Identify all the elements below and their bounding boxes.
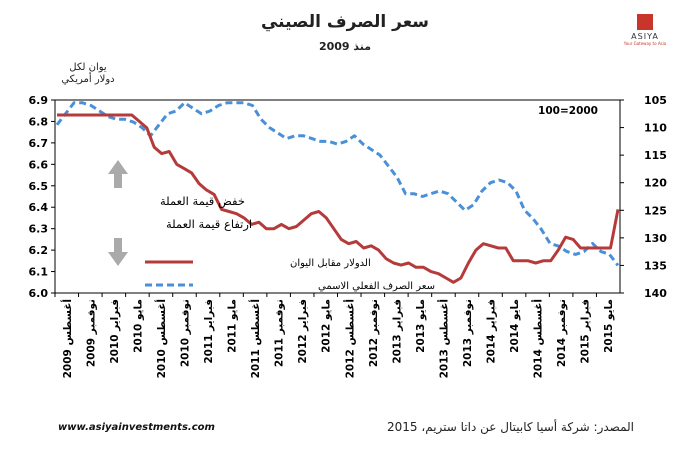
annotation-appreciation: ارتفاع قيمة العملة xyxy=(166,217,252,232)
right-axis-tick-label: 115 xyxy=(644,149,667,162)
x-axis-tick-label: فبراير 2013 xyxy=(391,299,403,364)
left-axis-tick-label: 6.4 xyxy=(29,201,49,214)
right-axis-tick-label: 130 xyxy=(644,232,667,245)
legend-label-usd-cny: الدولار مقابل اليوان xyxy=(290,258,371,269)
left-axis-tick-label: 6.3 xyxy=(29,223,49,236)
x-axis-tick-label: نوفمبر 2013 xyxy=(462,299,474,367)
x-axis-tick-label: مايو 2010 xyxy=(132,299,144,353)
x-axis-tick-label: مايو 2014 xyxy=(509,299,521,353)
x-axis-tick-label: فبراير 2011 xyxy=(203,299,215,364)
left-axis-tick-label: 6.9 xyxy=(29,94,49,107)
left-axis-label-line1: يوان لكل xyxy=(69,62,107,73)
x-axis-tick-label: نوفمبر 2012 xyxy=(368,299,380,367)
x-axis-tick-label: أغسطس 2014 xyxy=(531,299,545,378)
legend-label-neer: سعر الصرف الفعلي الاسمي xyxy=(318,281,435,292)
x-axis-tick-label: أغسطس 2009 xyxy=(60,299,74,378)
chart-subtitle: منذ 2009 xyxy=(318,40,372,53)
annotation-devaluation: خفض قيمة العملة xyxy=(160,194,245,209)
x-axis-tick-label: أغسطس 2012 xyxy=(342,299,356,378)
source-note: المصدر: شركة أسيا كابيتال عن داتا ستريم،… xyxy=(387,420,634,434)
logo-name: ASIYA xyxy=(631,32,659,41)
x-axis-tick-label: مايو 2013 xyxy=(415,299,427,353)
right-axis-tick-label: 135 xyxy=(644,259,667,272)
right-axis-tick-label: 125 xyxy=(644,204,667,217)
x-axis-tick-label: نوفمبر 2009 xyxy=(85,299,97,367)
left-axis-tick-label: 6.6 xyxy=(29,158,49,171)
right-axis-tick-label: 120 xyxy=(644,177,667,190)
right-axis-tick-label: 110 xyxy=(644,122,667,135)
chart-title: سعر الصرف الصيني xyxy=(260,12,430,32)
down-arrow-icon xyxy=(108,238,128,266)
website-footer: www.asiyainvestments.com xyxy=(58,422,215,433)
x-axis-tick-label: نوفمبر 2014 xyxy=(556,299,568,367)
left-axis-tick-label: 6.5 xyxy=(29,180,49,193)
x-axis-tick-label: أغسطس 2013 xyxy=(436,299,450,378)
logo-tagline: Your Gateway to Asia xyxy=(623,41,667,46)
left-axis-tick-label: 6.1 xyxy=(29,266,49,279)
x-axis-tick-label: مايو 2012 xyxy=(321,299,333,353)
index-base-note: 100=2000 xyxy=(538,105,598,117)
x-axis-tick-label: فبراير 2012 xyxy=(297,299,309,364)
left-axis-tick-label: 6.0 xyxy=(29,287,49,300)
x-axis-tick-label: فبراير 2015 xyxy=(580,299,592,364)
x-axis-tick-label: أغسطس 2010 xyxy=(154,299,168,378)
left-axis-tick-label: 6.2 xyxy=(29,244,49,257)
company-logo: ASIYA Your Gateway to Asia xyxy=(612,14,678,64)
x-axis-tick-label: أغسطس 2011 xyxy=(248,299,262,378)
logo-mark xyxy=(637,14,653,30)
x-axis-tick-label: فبراير 2014 xyxy=(486,299,498,364)
up-arrow-icon xyxy=(108,160,128,188)
x-axis-tick-label: مايو 2015 xyxy=(603,299,615,353)
right-axis-tick-label: 105 xyxy=(644,94,667,107)
left-axis-label-line2: دولار أمريكي xyxy=(61,74,115,85)
series-line-neer xyxy=(55,101,620,267)
left-axis-tick-label: 6.8 xyxy=(29,115,49,128)
x-axis-tick-label: فبراير 2010 xyxy=(109,299,121,364)
left-axis-label: يوان لكل دولار أمريكي xyxy=(58,62,118,86)
left-axis-tick-label: 6.7 xyxy=(29,137,49,150)
x-axis-tick-label: مايو 2011 xyxy=(227,299,239,353)
right-axis-tick-label: 140 xyxy=(644,287,667,300)
series-line-usd-cny xyxy=(57,113,620,284)
x-axis-tick-label: نوفمبر 2011 xyxy=(274,299,286,367)
x-axis-tick-label: نوفمبر 2010 xyxy=(179,299,191,367)
